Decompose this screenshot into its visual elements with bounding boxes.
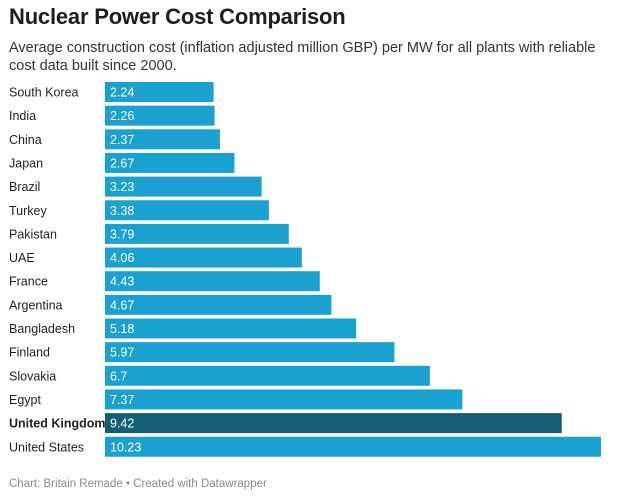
footer-source: Chart: Britain Remade bbox=[9, 478, 123, 490]
value-label-south-korea: 2.24 bbox=[110, 86, 134, 100]
bar-japan bbox=[105, 152, 235, 173]
value-label-uae: 4.06 bbox=[110, 251, 134, 265]
value-label-china: 2.37 bbox=[110, 133, 134, 147]
bar-argentina bbox=[105, 294, 332, 315]
bar-egypt bbox=[105, 389, 463, 410]
category-label-finland: Finland bbox=[9, 346, 50, 360]
footer-separator: • bbox=[125, 478, 131, 490]
category-label-united-states: United States bbox=[9, 440, 84, 454]
bar-united-kingdom bbox=[105, 413, 562, 434]
chart-footer: Chart: Britain Remade • Created with Dat… bbox=[9, 478, 267, 490]
bar-slovakia bbox=[105, 365, 430, 386]
bar-china bbox=[105, 129, 220, 150]
footer-credit: Created with Datawrapper bbox=[133, 478, 267, 490]
value-label-finland: 5.97 bbox=[110, 346, 134, 360]
category-label-china: China bbox=[9, 133, 42, 147]
bar-turkey bbox=[105, 200, 269, 221]
category-label-india: India bbox=[9, 109, 36, 123]
bar-bangladesh bbox=[105, 318, 357, 339]
category-label-slovakia: Slovakia bbox=[9, 369, 56, 383]
category-label-france: France bbox=[9, 275, 48, 289]
value-label-slovakia: 6.7 bbox=[110, 369, 127, 383]
category-label-japan: Japan bbox=[9, 156, 43, 170]
value-label-united-kingdom: 9.42 bbox=[110, 417, 134, 431]
value-label-brazil: 3.23 bbox=[110, 180, 134, 194]
category-label-brazil: Brazil bbox=[9, 180, 40, 194]
value-label-pakistan: 3.79 bbox=[110, 227, 134, 241]
bar-south-korea bbox=[105, 82, 214, 102]
value-label-egypt: 7.37 bbox=[110, 393, 134, 407]
category-label-argentina: Argentina bbox=[9, 298, 63, 312]
value-label-india: 2.26 bbox=[110, 109, 134, 123]
value-label-japan: 2.67 bbox=[110, 156, 134, 170]
bar-uae bbox=[105, 247, 302, 268]
bar-pakistan bbox=[105, 223, 289, 244]
value-label-united-states: 10.23 bbox=[110, 440, 141, 454]
chart-subtitle: Average construction cost (inflation adj… bbox=[9, 40, 596, 74]
category-label-egypt: Egypt bbox=[9, 393, 41, 407]
bar-united-states bbox=[105, 436, 601, 457]
value-label-bangladesh: 5.18 bbox=[110, 322, 134, 336]
bar-finland bbox=[105, 342, 395, 363]
bar-brazil bbox=[105, 176, 262, 197]
category-label-uae: UAE bbox=[9, 251, 35, 265]
bar-india bbox=[105, 105, 215, 126]
category-label-united-kingdom: United Kingdom bbox=[9, 417, 106, 431]
category-label-turkey: Turkey bbox=[9, 204, 47, 218]
bar-france bbox=[105, 271, 320, 292]
value-label-turkey: 3.38 bbox=[110, 204, 134, 218]
value-label-france: 4.43 bbox=[110, 275, 134, 289]
chart-title: Nuclear Power Cost Comparison bbox=[9, 4, 346, 29]
category-label-pakistan: Pakistan bbox=[9, 227, 57, 241]
value-label-argentina: 4.67 bbox=[110, 298, 134, 312]
category-label-south-korea: South Korea bbox=[9, 86, 79, 100]
category-label-bangladesh: Bangladesh bbox=[9, 322, 75, 336]
